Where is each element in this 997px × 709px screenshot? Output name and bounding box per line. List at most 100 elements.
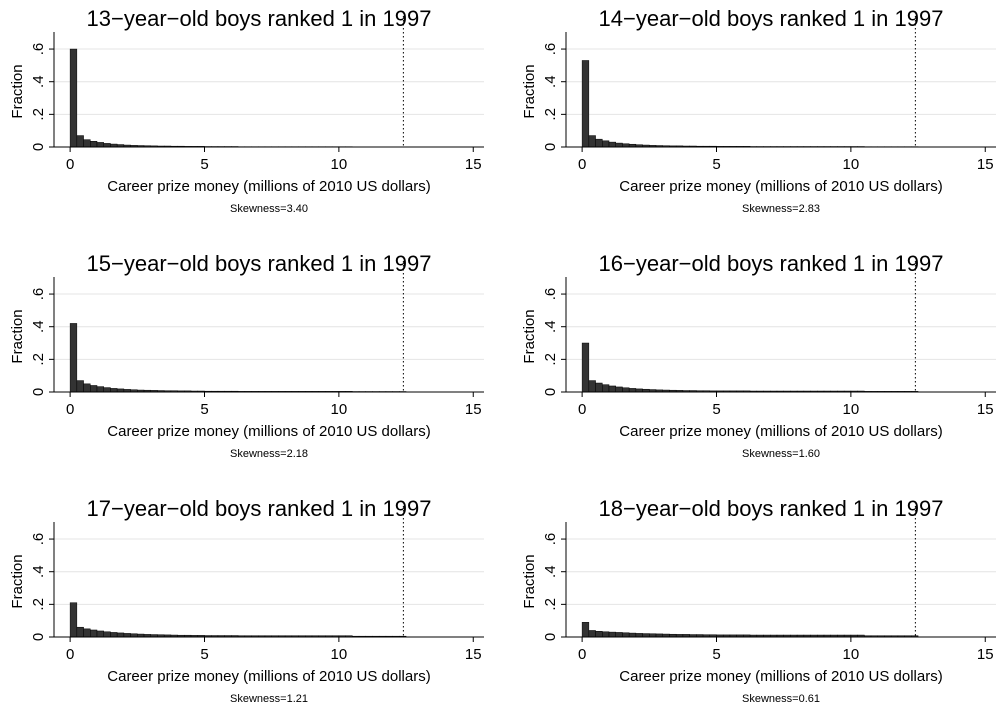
x-tick-label: 15: [977, 401, 994, 418]
bar: [581, 342, 590, 393]
panel: 15−year−old boys ranked 1 in 1997 0 .2 .4 .6…: [9, 251, 484, 460]
bar: [595, 382, 603, 393]
x-tick-label: 5: [712, 401, 720, 418]
bar: [608, 385, 616, 393]
y-axis-label: Fraction: [9, 309, 26, 363]
bar: [69, 48, 78, 148]
x-tick-label: 15: [977, 156, 994, 173]
bar: [595, 138, 603, 148]
y-axis-label: Fraction: [9, 554, 26, 608]
bar: [103, 143, 111, 148]
bar: [116, 632, 125, 638]
panel-title: 18−year−old boys ranked 1 in 1997: [599, 496, 944, 521]
x-tick-label: 0: [66, 156, 74, 173]
x-tick-label: 0: [578, 401, 586, 418]
bar: [69, 323, 78, 393]
x-tick-label: 10: [843, 156, 860, 173]
bar: [76, 380, 84, 393]
bar: [69, 602, 78, 638]
x-axis-label: Career prize money (millions of 2010 US …: [107, 178, 430, 195]
bar: [123, 633, 131, 638]
bar: [608, 631, 616, 638]
x-tick-label: 10: [331, 646, 348, 663]
panel: 16−year−old boys ranked 1 in 1997 0 .2 .4 .6…: [521, 251, 996, 460]
y-tick-label: .6: [30, 533, 47, 546]
panel-title: 13−year−old boys ranked 1 in 1997: [87, 6, 432, 31]
panel-title: 15−year−old boys ranked 1 in 1997: [87, 251, 432, 276]
x-tick-label: 0: [66, 401, 74, 418]
bar: [96, 630, 104, 638]
y-tick-label: .4: [542, 320, 559, 333]
skewness-note: Skewness=0.61: [742, 693, 820, 705]
bar: [83, 628, 91, 638]
bar: [76, 135, 84, 148]
bar: [602, 140, 610, 148]
x-tick-label: 5: [200, 646, 208, 663]
y-axis-label: Fraction: [521, 309, 538, 363]
x-tick-label: 10: [843, 646, 860, 663]
bar: [622, 387, 630, 393]
y-tick-label: 0: [542, 633, 559, 641]
x-tick-label: 0: [578, 156, 586, 173]
x-tick-label: 0: [66, 646, 74, 663]
bar: [628, 388, 637, 393]
bar: [608, 141, 616, 148]
bar: [588, 630, 596, 638]
panel-title: 14−year−old boys ranked 1 in 1997: [599, 6, 944, 31]
bar: [581, 60, 590, 148]
bar: [628, 632, 637, 638]
x-axis-label: Career prize money (millions of 2010 US …: [107, 423, 430, 440]
panel: 17−year−old boys ranked 1 in 1997 0 .2 .4 .6…: [9, 496, 484, 705]
y-tick-label: 0: [542, 388, 559, 396]
bar: [103, 387, 111, 393]
panel: 18−year−old boys ranked 1 in 1997 0 .2 .4 .6…: [521, 496, 996, 705]
panel-title: 17−year−old boys ranked 1 in 1997: [87, 496, 432, 521]
y-tick-label: 0: [30, 633, 47, 641]
bar: [110, 632, 118, 638]
bar: [90, 385, 98, 393]
skewness-note: Skewness=1.21: [230, 693, 308, 705]
y-tick-label: .4: [30, 320, 47, 333]
x-tick-label: 5: [200, 401, 208, 418]
y-tick-label: .6: [30, 43, 47, 56]
y-axis-label: Fraction: [521, 554, 538, 608]
x-tick-label: 15: [465, 156, 482, 173]
y-tick-label: .4: [542, 565, 559, 578]
y-tick-label: .2: [542, 598, 559, 611]
x-axis-label: Career prize money (millions of 2010 US …: [619, 668, 942, 685]
x-axis-label: Career prize money (millions of 2010 US …: [619, 423, 942, 440]
bar: [103, 631, 111, 638]
y-tick-label: 0: [30, 388, 47, 396]
bar: [602, 384, 610, 393]
y-axis-label: Fraction: [9, 64, 26, 118]
panel: 14−year−old boys ranked 1 in 1997 0 .2 .4 .6…: [521, 6, 996, 215]
bar: [588, 135, 596, 148]
x-tick-label: 15: [465, 646, 482, 663]
bar: [602, 631, 610, 638]
bar: [90, 141, 98, 148]
y-tick-label: .6: [542, 288, 559, 301]
x-tick-label: 5: [200, 156, 208, 173]
x-tick-label: 15: [977, 646, 994, 663]
x-tick-label: 0: [578, 646, 586, 663]
bar: [581, 622, 590, 638]
bar: [96, 386, 104, 393]
y-tick-label: .2: [542, 108, 559, 121]
y-tick-label: .4: [30, 565, 47, 578]
bar: [622, 632, 630, 638]
bar: [642, 633, 650, 638]
bar: [83, 139, 91, 148]
x-tick-label: 10: [331, 401, 348, 418]
x-tick-label: 5: [712, 156, 720, 173]
bar: [615, 386, 623, 393]
y-tick-label: .6: [30, 288, 47, 301]
y-tick-label: .2: [542, 353, 559, 366]
bar: [96, 142, 104, 148]
y-tick-label: 0: [30, 143, 47, 151]
y-tick-label: .2: [30, 353, 47, 366]
y-tick-label: .2: [30, 108, 47, 121]
bar: [76, 626, 84, 638]
x-tick-label: 5: [712, 646, 720, 663]
